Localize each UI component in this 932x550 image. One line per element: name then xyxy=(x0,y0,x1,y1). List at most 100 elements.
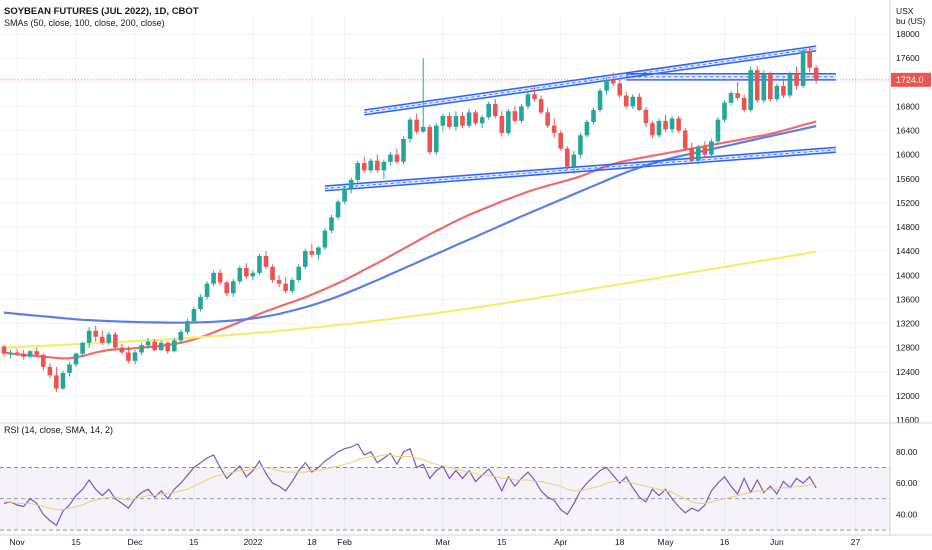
candle-body xyxy=(663,120,668,130)
candle-body xyxy=(263,255,269,267)
candle-body xyxy=(191,309,197,322)
candle-body xyxy=(93,330,98,337)
candle-down xyxy=(113,331,118,349)
candle-body xyxy=(237,268,243,282)
candle-body xyxy=(427,126,433,153)
candle-up xyxy=(303,248,308,270)
candle-up xyxy=(715,117,721,144)
last-price-tag xyxy=(891,72,931,87)
candle-body xyxy=(565,148,570,167)
candle-up xyxy=(434,123,439,155)
candle-up xyxy=(368,158,374,173)
candle-up xyxy=(139,342,144,355)
unit-label: bu (US) xyxy=(896,16,925,26)
candle-down xyxy=(682,128,688,152)
channel-layer xyxy=(324,45,836,192)
candle-up xyxy=(800,48,806,89)
candle-down xyxy=(375,154,380,173)
candle-body xyxy=(696,147,701,161)
candle-body xyxy=(375,160,380,171)
candle-body xyxy=(591,109,596,123)
candle-up xyxy=(486,101,491,120)
price-tick-label: 14000 xyxy=(896,270,920,280)
candle-up xyxy=(178,329,184,343)
candle-body xyxy=(538,99,544,113)
time-tick-label: Jun xyxy=(770,537,784,547)
candle-body xyxy=(578,135,583,155)
candle-up xyxy=(525,91,531,109)
time-tick-label: 15 xyxy=(497,537,507,547)
candle-body xyxy=(525,94,531,107)
candle-body xyxy=(545,112,550,126)
time-tick-label: 18 xyxy=(307,537,317,547)
candle-up xyxy=(728,90,734,106)
candle-body xyxy=(73,353,79,365)
candle-up xyxy=(237,265,243,284)
candle-up xyxy=(453,111,459,131)
upper-channel-midline xyxy=(364,48,817,113)
candle-down xyxy=(99,330,105,346)
candle-up xyxy=(466,108,472,129)
candle-body xyxy=(270,266,275,281)
candle-down xyxy=(532,87,537,102)
candle-down xyxy=(676,116,681,133)
candle-body xyxy=(794,73,799,86)
candle-down xyxy=(663,114,668,132)
lower-channel-fill xyxy=(324,147,836,191)
price-tick-label: 13600 xyxy=(896,294,920,304)
candle-body xyxy=(512,111,518,121)
candle-down xyxy=(492,99,498,119)
candle-up xyxy=(604,77,609,95)
candle-up xyxy=(630,94,636,109)
candle-down xyxy=(361,157,367,173)
candle-body xyxy=(414,119,419,132)
candle-down xyxy=(283,277,288,294)
time-tick-label: Mar xyxy=(436,537,451,547)
candle-down xyxy=(623,91,629,109)
candle-body xyxy=(551,125,557,133)
candle-down xyxy=(499,111,505,137)
rsi-layer xyxy=(0,443,890,531)
candle-body xyxy=(296,266,302,281)
candle-body xyxy=(283,283,288,291)
candle-up xyxy=(27,350,33,359)
candle-body xyxy=(669,118,675,130)
candle-up xyxy=(322,228,328,250)
candle-body xyxy=(584,122,590,136)
time-tick-label: Apr xyxy=(554,537,567,547)
candle-down xyxy=(244,263,249,279)
rsi-tick-label: 80.00 xyxy=(896,447,918,457)
candle-body xyxy=(303,251,308,267)
time-tick-label: May xyxy=(658,537,675,547)
candle-down xyxy=(276,275,282,288)
candle-up xyxy=(669,116,675,133)
candle-body xyxy=(21,353,26,357)
candle-body xyxy=(440,116,446,126)
candle-body xyxy=(1,346,7,354)
candle-up xyxy=(355,160,360,183)
candle-up xyxy=(132,350,138,365)
candle-down xyxy=(741,94,747,113)
candle-body xyxy=(453,116,459,127)
candle-down xyxy=(41,353,46,371)
candle-up xyxy=(316,246,321,260)
candle-body xyxy=(643,109,649,124)
candle-up xyxy=(709,138,714,158)
candle-body xyxy=(650,123,655,136)
candle-down xyxy=(650,120,655,138)
chart-title: SOYBEAN FUTURES (JUL 2022), 1D, CBOT xyxy=(4,6,199,17)
candle-body xyxy=(781,85,786,96)
candle-body xyxy=(571,154,577,167)
candle-up xyxy=(696,144,701,165)
candle-down xyxy=(54,366,59,393)
candle-body xyxy=(532,94,537,100)
candle-body xyxy=(676,118,681,131)
price-tick-label: 14800 xyxy=(896,222,920,232)
candle-up xyxy=(289,277,295,294)
time-tick-label: 16 xyxy=(720,537,730,547)
candle-body xyxy=(335,201,341,218)
candle-down xyxy=(702,141,708,158)
candle-body xyxy=(361,163,367,171)
candle-body xyxy=(250,272,256,277)
candle-body xyxy=(466,112,472,126)
